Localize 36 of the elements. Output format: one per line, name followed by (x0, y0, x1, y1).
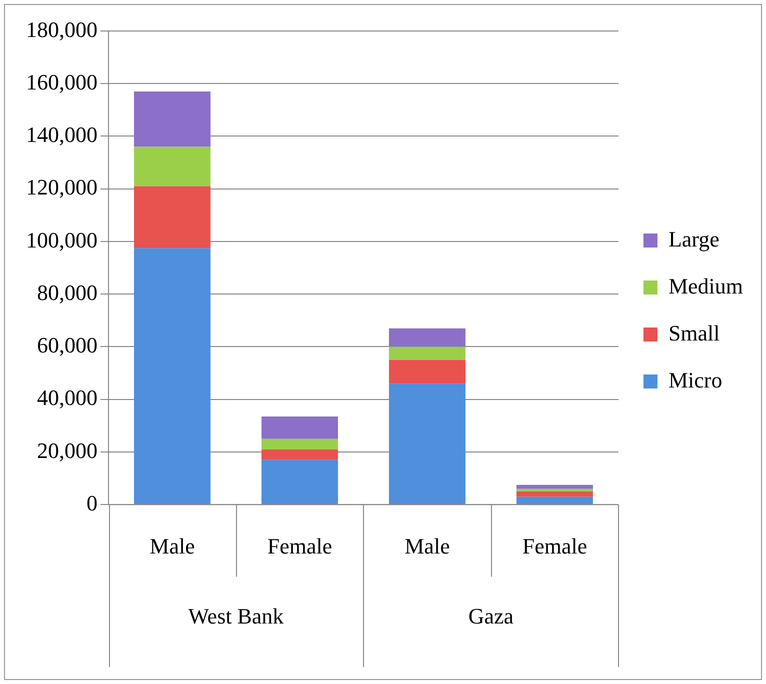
bar (516, 491, 593, 497)
bar (261, 438, 338, 450)
x-tick-label: Male (404, 534, 450, 559)
text: Gaza (468, 603, 514, 628)
bar (134, 186, 210, 248)
y-tick-label: 140,000 (26, 122, 98, 148)
bar (388, 328, 466, 347)
y-tick-label: 180,000 (26, 16, 98, 42)
bar (261, 416, 338, 439)
legend-label: Small (668, 320, 720, 346)
bar (516, 484, 593, 489)
bar (261, 460, 338, 504)
y-tick-label: 60,000 (37, 332, 98, 358)
bar (134, 92, 210, 147)
y-tick-label: 120,000 (26, 174, 98, 200)
y-tick-label: 160,000 (26, 69, 98, 94)
legend-label: Medium (668, 273, 744, 298)
bar (388, 360, 466, 384)
bar (134, 248, 210, 504)
bar (516, 496, 593, 504)
x-tick-label: Female (522, 534, 588, 559)
y-tick-label: 80,000 (37, 280, 98, 305)
y-tick-label: 20,000 (37, 438, 98, 463)
x-tick-label: Male (150, 534, 195, 559)
text: West Bank (188, 603, 284, 628)
y-tick-label: 100,000 (26, 227, 98, 252)
x-tick-label: Female (267, 534, 332, 559)
legend-label: Large (668, 226, 720, 252)
y-tick-label: 0 (86, 490, 98, 516)
bar (388, 384, 466, 504)
bar (516, 488, 593, 492)
bar (261, 449, 338, 460)
bar (134, 146, 210, 186)
bar (388, 346, 466, 360)
y-tick-label: 40,000 (37, 385, 98, 410)
legend-label: Micro (668, 367, 722, 392)
